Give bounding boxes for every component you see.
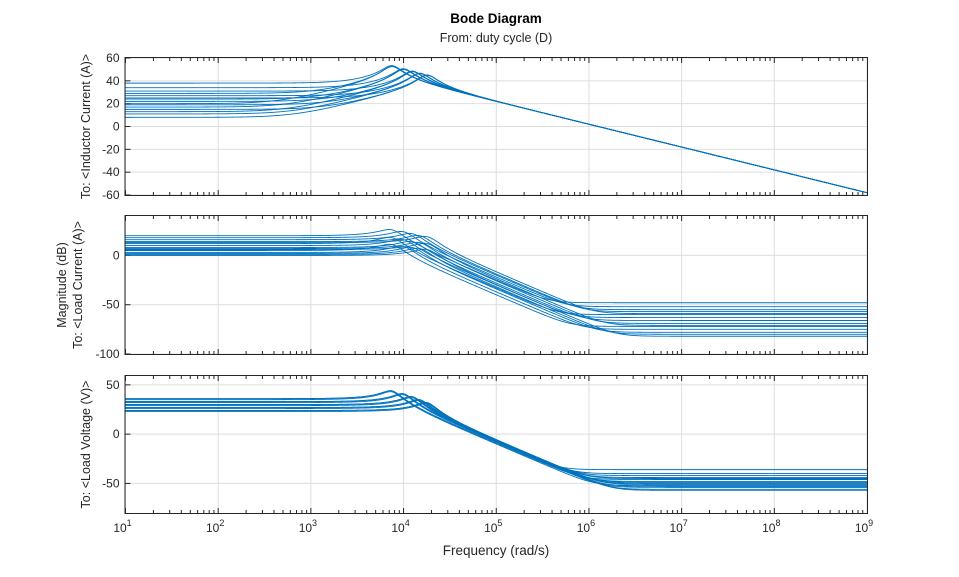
y-tick-label: 40 — [106, 74, 120, 88]
y-tick-label: -20 — [102, 142, 120, 156]
y-tick-label: 0 — [113, 248, 120, 262]
y-tick-label: 50 — [106, 378, 120, 392]
y-tick-label: 0 — [113, 120, 120, 134]
chart-title: Bode Diagram — [450, 11, 542, 26]
series-line — [125, 391, 867, 486]
series-line — [125, 248, 867, 337]
series-line — [125, 232, 867, 311]
y-tick-label: -100 — [95, 347, 119, 361]
y-axis-label: To: <Load Voltage (V)> — [79, 381, 93, 509]
axes-box — [124, 57, 868, 196]
x-tick-label: 105 — [484, 518, 502, 535]
series-line — [125, 394, 867, 488]
series-line — [125, 246, 867, 333]
series-line — [125, 390, 867, 480]
panel-2: 0 -50 -100 To: <Load Current (A)> — [71, 215, 868, 361]
y-axis-label: To: <Inductor Current (A)> — [79, 54, 93, 199]
series-line — [125, 241, 867, 324]
series-line — [125, 247, 867, 335]
series-line — [125, 74, 867, 194]
panel-1: 60 40 20 0 -20 -40 -60 To: <Inductor Current (A… — [79, 51, 868, 202]
y-tick-label: 20 — [106, 97, 120, 111]
series-group — [125, 65, 867, 194]
x-tick-label: 106 — [577, 518, 595, 535]
series-group — [125, 390, 867, 491]
x-tick-label: 108 — [762, 518, 780, 535]
y-tick-label: -50 — [102, 476, 120, 490]
x-axis-label: Frequency (rad/s) — [443, 543, 550, 558]
x-tick-label: 109 — [855, 518, 873, 535]
panel-3: 50 0 -50 To: <Load Voltage (V)> — [79, 375, 868, 514]
series-line — [125, 403, 867, 487]
series-line — [125, 234, 867, 313]
y-axis-label: To: <Load Current (A)> — [71, 221, 85, 349]
shared-y-axis-label: Magnitude (dB) — [55, 242, 69, 327]
x-tick-label: 107 — [669, 518, 687, 535]
chart-subtitle: From: duty cycle (D) — [440, 31, 553, 45]
series-line — [125, 231, 867, 308]
series-line — [125, 229, 867, 304]
series-line — [125, 240, 867, 321]
axes-box — [124, 375, 868, 514]
series-line — [125, 235, 867, 315]
series-line — [125, 402, 867, 483]
y-tick-label: 60 — [106, 51, 120, 65]
x-tick-label: 101 — [113, 518, 131, 535]
series-line — [125, 236, 867, 316]
y-tick-label: -60 — [102, 188, 120, 202]
y-tick-label: -40 — [102, 165, 120, 179]
series-group — [125, 229, 867, 337]
y-tick-label: 0 — [113, 427, 120, 441]
x-tick-label: 104 — [391, 518, 409, 535]
x-tick-label: 103 — [299, 518, 317, 535]
y-tick-label: -50 — [102, 298, 120, 312]
series-line — [125, 245, 867, 330]
axes-box — [124, 215, 868, 355]
series-line — [125, 243, 867, 327]
x-tick-label: 102 — [206, 518, 224, 535]
series-line — [125, 242, 867, 326]
